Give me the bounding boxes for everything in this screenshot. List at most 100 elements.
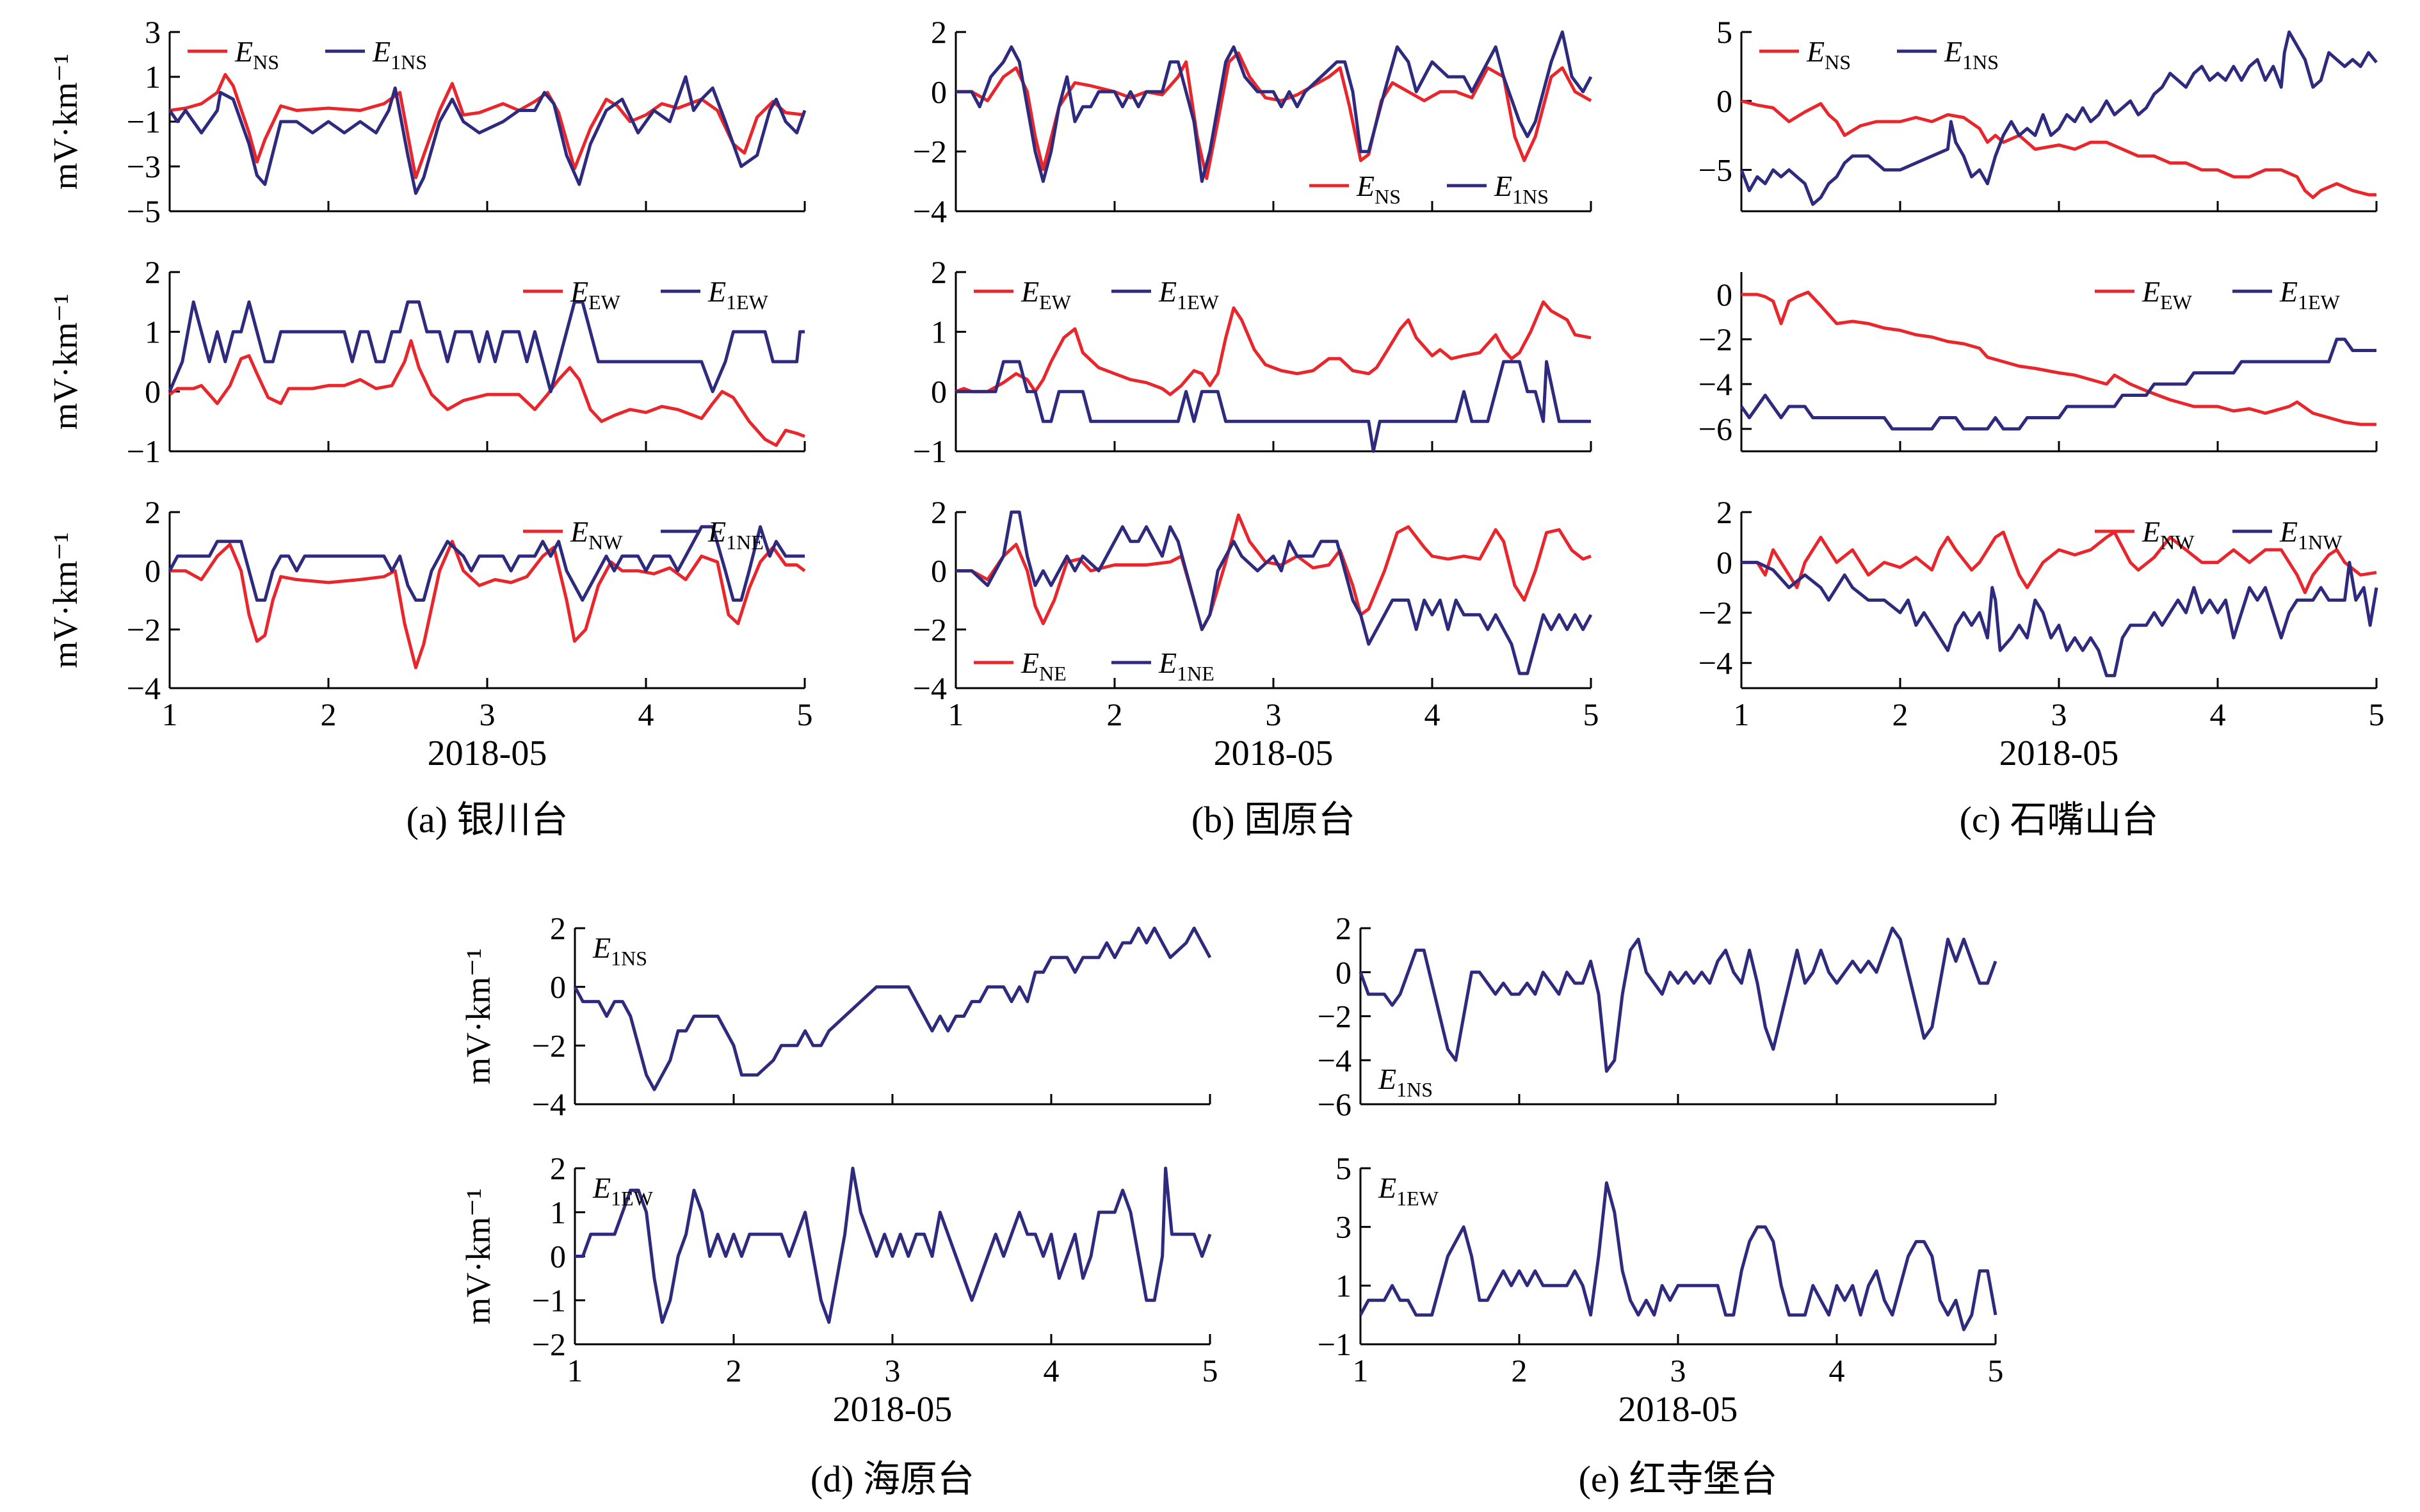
y-tick-label: −4 xyxy=(532,1086,566,1122)
y-tick-label: 0 xyxy=(145,374,161,410)
legend-item-E1EW: E1EW xyxy=(592,1171,654,1210)
legend-item-ENS: ENS xyxy=(188,35,279,74)
y-tick-label: −2 xyxy=(532,1326,566,1362)
panel-d1: 2 0 −2 −4 mV·km⁻¹ E1NS xyxy=(459,910,1212,1122)
series-line-E1NE xyxy=(168,525,805,602)
series-line-E1NS xyxy=(1359,926,1997,1073)
panel-e1: 2 0 −2 −4 −6 E1NS xyxy=(1318,910,1997,1122)
y-tick-label: 2 xyxy=(1335,910,1351,946)
x-tick-label: 2 xyxy=(1107,696,1123,732)
legend-item-E1NE: E1NE xyxy=(661,515,764,554)
series-line-EEW xyxy=(168,339,805,447)
y-tick-label: −2 xyxy=(913,611,947,647)
x-tick-label: 1 xyxy=(162,696,178,732)
y-axis-label: mV·km⁻¹ xyxy=(46,54,85,190)
legend-item-ENE: ENE xyxy=(974,647,1067,685)
x-tick-label: 4 xyxy=(1044,1353,1060,1388)
y-tick-label: −2 xyxy=(127,611,161,647)
x-tick-label: 5 xyxy=(1202,1353,1218,1388)
series-line-E1EW xyxy=(168,300,805,394)
y-axis-label: mV·km⁻¹ xyxy=(459,948,497,1084)
x-tick-label: 2 xyxy=(321,696,337,732)
y-tick-label: 2 xyxy=(550,1150,566,1186)
series-line-ENS xyxy=(956,51,1592,181)
series-line-E1EW xyxy=(1359,1181,1997,1331)
series-line-ENS xyxy=(169,73,805,179)
y-tick-label: −1 xyxy=(127,104,161,140)
y-tick-label: 2 xyxy=(931,494,947,530)
series-line-ENE xyxy=(956,513,1592,631)
legend-label: ENW xyxy=(570,515,623,554)
legend-item-E1NE: E1NE xyxy=(1111,647,1214,685)
panel-b3: 2 0 −2 −41 2 3 4 5 ENE E1NE xyxy=(913,494,1599,732)
series-line-E1NE xyxy=(956,510,1593,675)
legend-item-E1EW: E1EW xyxy=(1378,1171,1439,1210)
x-tick-label: 2 xyxy=(726,1353,742,1388)
y-tick-label: −6 xyxy=(1318,1086,1351,1122)
series-line-ENS xyxy=(1741,99,2376,199)
series-line-E1NS xyxy=(168,75,807,195)
legend-item-E1NS: E1NS xyxy=(592,931,647,970)
y-tick-label: −4 xyxy=(1698,366,1732,402)
y-tick-label: −6 xyxy=(1698,411,1732,447)
chart-a: 3 1 −1 −3 −5 mV·km⁻¹ ENS E1NS 2 1 0 −1 mV·km⁻¹ EEW E1E… xyxy=(46,14,813,840)
x-axis-label: 2018-05 xyxy=(1618,1390,1738,1429)
legend-label: EEW xyxy=(2142,275,2193,314)
legend-item-E1NS: E1NS xyxy=(325,35,427,74)
x-tick-label: 4 xyxy=(638,696,654,732)
y-tick-label: −2 xyxy=(1698,321,1732,357)
series-line-E1NW xyxy=(1741,561,2378,677)
y-tick-label: 2 xyxy=(1716,494,1732,530)
legend-label: E1NS xyxy=(1494,170,1549,208)
x-tick-label: 2 xyxy=(1512,1353,1528,1388)
legend-label: ENW xyxy=(2142,515,2195,554)
y-tick-label: −3 xyxy=(127,149,161,184)
y-tick-label: −1 xyxy=(913,433,947,469)
x-tick-label: 3 xyxy=(1266,696,1282,732)
x-axis-label: 2018-05 xyxy=(833,1390,953,1429)
chart-caption: (d) 海原台 xyxy=(811,1458,974,1500)
series-line-E1NS xyxy=(1739,30,2378,206)
legend-label: ENS xyxy=(1356,170,1401,208)
x-tick-label: 1 xyxy=(948,696,964,732)
series-line-E1EW xyxy=(956,360,1591,453)
series-line-E1NS xyxy=(573,926,1212,1091)
legend-item-ENW: ENW xyxy=(2095,515,2195,554)
series-line-E1NS xyxy=(956,30,1593,183)
series-line-E1EW xyxy=(1739,337,2376,431)
series-line-EEW xyxy=(955,300,1592,396)
y-axis-label: mV·km⁻¹ xyxy=(459,1188,497,1324)
legend-item-E1NW: E1NW xyxy=(2232,515,2343,554)
series-line-ENW xyxy=(170,540,806,670)
x-tick-label: 4 xyxy=(2210,696,2226,732)
panel-b1: 2 0 −2 −4 ENS E1NS xyxy=(913,14,1593,229)
legend-label: E1NS xyxy=(1944,35,1999,74)
legend-item-E1EW: E1EW xyxy=(661,275,769,314)
panel-c1: 5 0 −5 ENS E1NS xyxy=(1698,14,2378,213)
legend-label: E1NS xyxy=(1378,1063,1433,1101)
legend-item-E1EW: E1EW xyxy=(1111,275,1220,314)
y-tick-label: −4 xyxy=(1318,1042,1351,1078)
legend-label: E1EW xyxy=(1378,1171,1439,1210)
y-tick-label: 5 xyxy=(1335,1150,1351,1186)
legend-item-EEW: EEW xyxy=(974,275,1072,314)
x-axis-label: 2018-05 xyxy=(428,734,547,773)
legend-label: E1NW xyxy=(2279,515,2343,554)
panel-a3: 2 0 −2 −41 2 3 4 5 mV·km⁻¹ ENW E1NE xyxy=(46,494,813,732)
y-tick-label: 0 xyxy=(931,553,947,589)
y-tick-label: 0 xyxy=(145,553,161,589)
y-axis-label: mV·km⁻¹ xyxy=(46,294,85,430)
x-tick-label: 5 xyxy=(2369,696,2385,732)
legend-label: ENE xyxy=(1020,647,1067,685)
legend-label: E1NE xyxy=(707,515,764,554)
y-tick-label: 2 xyxy=(931,14,947,50)
y-tick-label: −5 xyxy=(1698,152,1732,188)
y-tick-label: −4 xyxy=(913,670,947,706)
chart-caption: (c) 石嘴山台 xyxy=(1960,799,2159,840)
legend-item-ENW: ENW xyxy=(523,515,623,554)
x-tick-label: 3 xyxy=(885,1353,901,1388)
